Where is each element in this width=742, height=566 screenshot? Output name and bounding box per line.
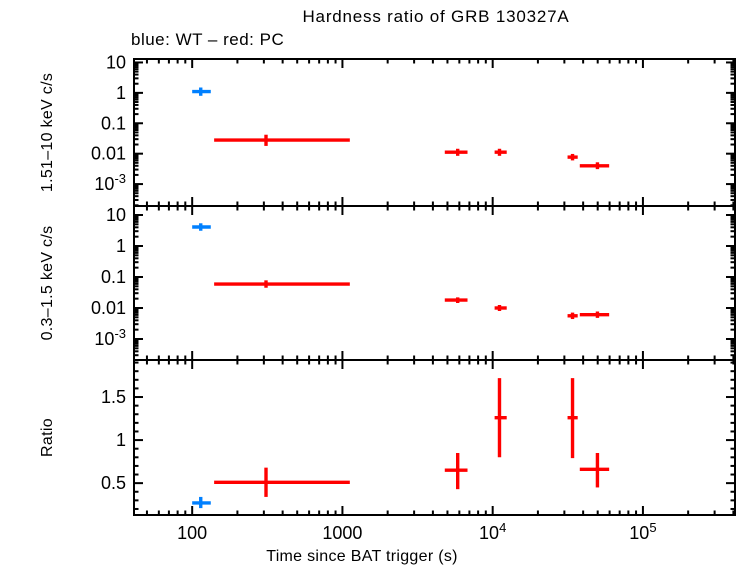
tick-label: 0.01 [91, 144, 126, 164]
tick-label: 0.5 [101, 473, 126, 493]
y-axis-title-ratio: Ratio [39, 418, 56, 457]
series-pc [214, 134, 610, 497]
tick-label: 10-3 [94, 171, 126, 194]
tick-label: 1 [116, 236, 126, 256]
tick-label: 1 [116, 83, 126, 103]
tick-label: 100 [177, 523, 207, 543]
y-ticks-hard [134, 61, 735, 207]
point-pc-2 [444, 148, 468, 490]
y-tick-labels-hard: 10 1 0.1 0.01 10-3 [91, 52, 126, 194]
y-tick-labels-soft: 10 1 0.1 0.01 10-3 [91, 205, 126, 349]
point-pc-5 [579, 162, 610, 488]
tick-label: 0.01 [91, 298, 126, 318]
tick-label: 104 [479, 520, 506, 543]
tick-label: 10 [106, 205, 126, 225]
y-ticks-ratio [134, 361, 735, 510]
point-pc-4 [567, 153, 578, 459]
tick-label: 0.1 [101, 267, 126, 287]
panel-frame-ratio [133, 359, 736, 516]
x-axis-title: Time since BAT trigger (s) [266, 548, 458, 565]
tick-label: 105 [629, 520, 656, 543]
series-wt [192, 87, 211, 509]
y-ticks-soft [134, 213, 735, 357]
point-wt-1 [192, 87, 211, 509]
y-axis-title-hard: 1.51–10 keV c/s [39, 73, 56, 192]
tick-label: 10-3 [94, 326, 126, 349]
tick-label: 1000 [322, 523, 362, 543]
x-ticks-hard [145, 59, 735, 206]
tick-label: 1.5 [101, 387, 126, 407]
tick-label: 0.1 [101, 113, 126, 133]
panel-frame-hard [133, 58, 736, 207]
tick-label: 10 [106, 52, 126, 72]
point-pc-1 [214, 134, 350, 497]
y-tick-labels-ratio: 0.5 1 1.5 [101, 387, 126, 493]
plot-subtitle-legend: blue: WT – red: PC [131, 30, 284, 49]
plot-title: Hardness ratio of GRB 130327A [302, 7, 569, 26]
tick-label: 1 [116, 430, 126, 450]
x-ticks-ratio [145, 360, 735, 515]
point-pc-3 [494, 148, 507, 458]
x-tick-labels: 100 1000 104 105 [177, 520, 656, 543]
y-axis-title-soft: 0.3–1.5 keV c/s [39, 226, 56, 341]
